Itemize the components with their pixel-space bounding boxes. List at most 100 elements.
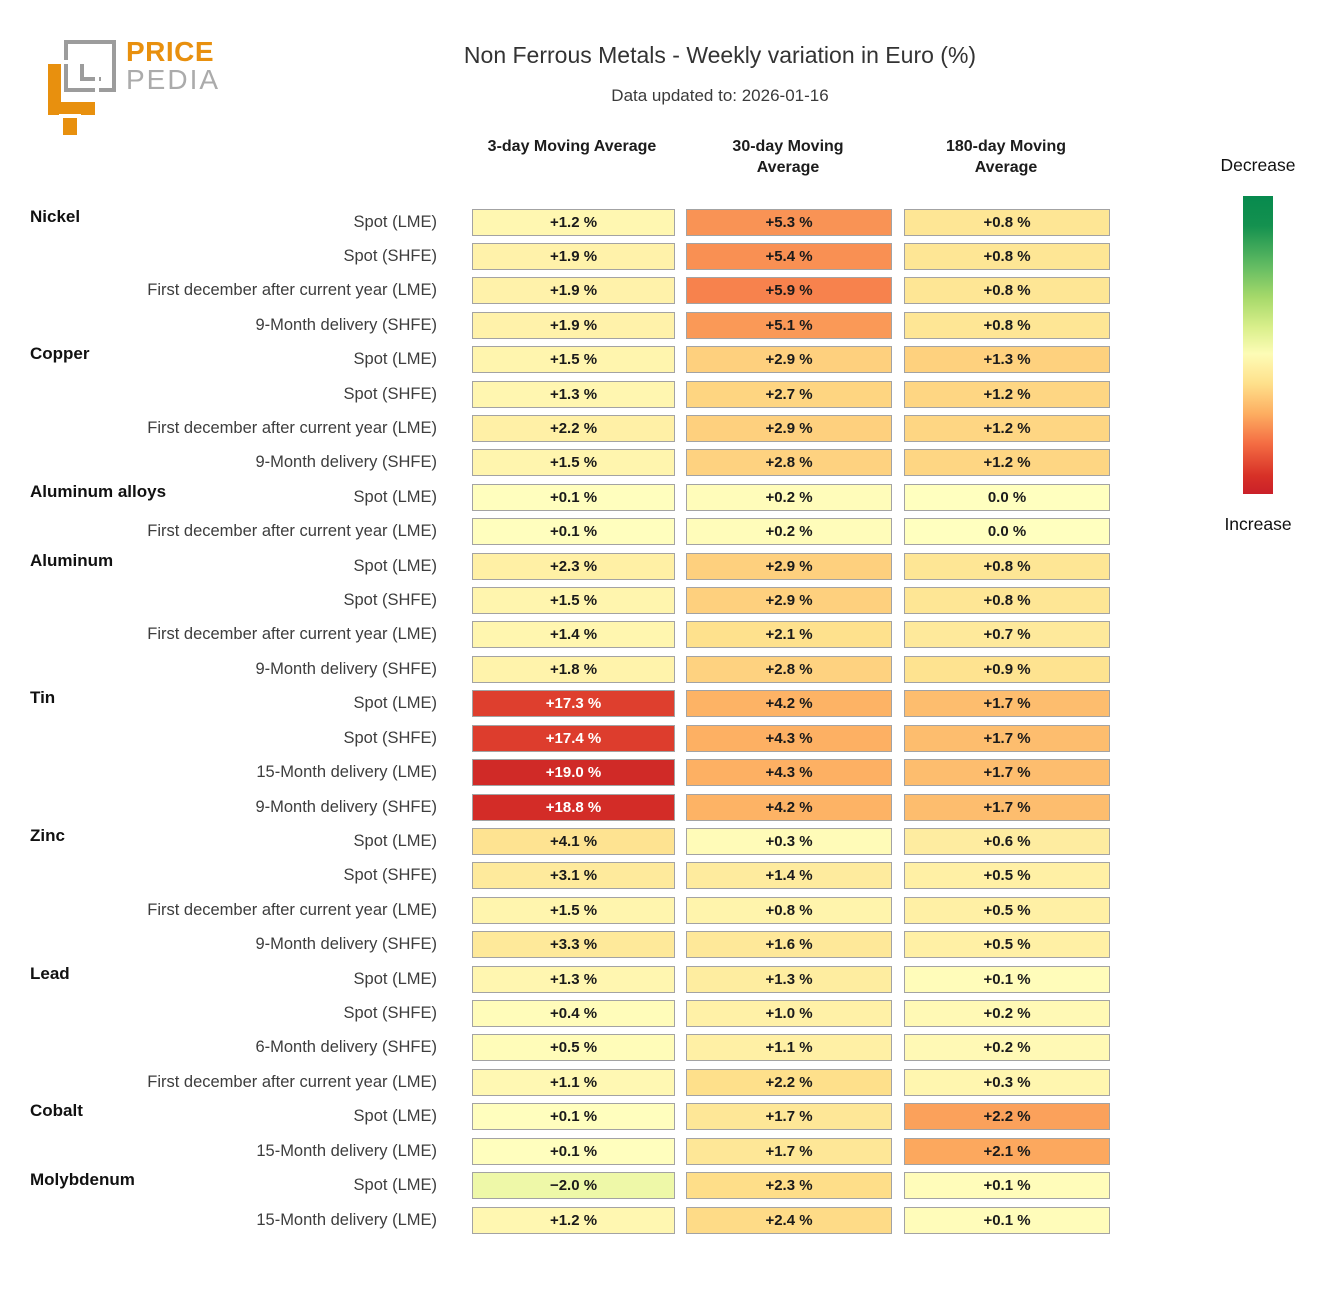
heatmap-cell: +0.1 % — [472, 1138, 675, 1165]
row-label: First december after current year (LME) — [147, 281, 437, 299]
row-label: Spot (SHFE) — [343, 247, 437, 265]
heatmap-cell: +17.3 % — [472, 690, 675, 717]
row-label: 6-Month delivery (SHFE) — [255, 1038, 437, 1056]
metal-group-label: Cobalt — [30, 1101, 83, 1120]
row-label: 9-Month delivery (SHFE) — [255, 935, 437, 953]
heatmap-cell: +0.2 % — [904, 1034, 1110, 1061]
logo-text: PRICE PEDIA — [126, 38, 220, 94]
heatmap-cell: −2.0 % — [472, 1172, 675, 1199]
column-header: 3-day Moving Average — [487, 138, 657, 155]
heatmap-cell: +3.3 % — [472, 931, 675, 958]
row-label: Spot (SHFE) — [343, 1004, 437, 1022]
heatmap-cell: +1.2 % — [472, 209, 675, 236]
heatmap-cell: +1.2 % — [904, 381, 1110, 408]
row-label: Spot (SHFE) — [343, 866, 437, 884]
heatmap-cell: +5.4 % — [686, 243, 892, 270]
row-label: 9-Month delivery (SHFE) — [255, 798, 437, 816]
heatmap-cell: +2.3 % — [686, 1172, 892, 1199]
logo-orange-tab-icon — [63, 118, 77, 135]
heatmap-cell: +4.3 % — [686, 725, 892, 752]
heatmap-cell: +2.9 % — [686, 415, 892, 442]
heatmap-cell: +2.9 % — [686, 553, 892, 580]
heatmap-cell: +1.7 % — [904, 690, 1110, 717]
heatmap-cell: +0.8 % — [904, 243, 1110, 270]
heatmap-cell: +0.5 % — [904, 897, 1110, 924]
heatmap-cell: +0.4 % — [472, 1000, 675, 1027]
heatmap-cell: +2.8 % — [686, 449, 892, 476]
heatmap-cell: +1.5 % — [472, 449, 675, 476]
column-header: 30-day Moving Average — [732, 138, 844, 176]
heatmap-cell: +1.2 % — [904, 415, 1110, 442]
heatmap-cell: +0.5 % — [904, 862, 1110, 889]
heatmap-cell: +1.9 % — [472, 312, 675, 339]
heatmap-cell: +2.9 % — [686, 587, 892, 614]
heatmap-cell: +5.1 % — [686, 312, 892, 339]
heatmap-cell: +0.1 % — [472, 518, 675, 545]
heatmap-cell: 0.0 % — [904, 518, 1110, 545]
heatmap-cell: +0.2 % — [686, 484, 892, 511]
row-label: Spot (LME) — [353, 1107, 437, 1125]
heatmap-cell: +1.3 % — [472, 966, 675, 993]
heatmap-cell: +5.9 % — [686, 277, 892, 304]
heatmap-cell: +1.7 % — [904, 759, 1110, 786]
heatmap-cell: +1.5 % — [472, 346, 675, 373]
heatmap-cell: +0.5 % — [472, 1034, 675, 1061]
column-header: 180-day Moving Average — [945, 138, 1067, 176]
row-label: 15-Month delivery (LME) — [256, 1211, 437, 1229]
heatmap-cell: +2.9 % — [686, 346, 892, 373]
logo-square-icon — [64, 40, 116, 92]
heatmap-cell: +1.3 % — [472, 381, 675, 408]
heatmap-cell: +0.3 % — [904, 1069, 1110, 1096]
row-label: First december after current year (LME) — [147, 901, 437, 919]
heatmap-cell: +0.7 % — [904, 621, 1110, 648]
heatmap-cell: +0.6 % — [904, 828, 1110, 855]
row-label: Spot (LME) — [353, 557, 437, 575]
heatmap-cell: +0.1 % — [472, 484, 675, 511]
heatmap-cell: +4.2 % — [686, 794, 892, 821]
heatmap-cell: +2.3 % — [472, 553, 675, 580]
heatmap-cell: +4.2 % — [686, 690, 892, 717]
row-label: 9-Month delivery (SHFE) — [255, 316, 437, 334]
row-label: Spot (LME) — [353, 1176, 437, 1194]
heatmap-cell: +2.2 % — [472, 415, 675, 442]
row-label: Spot (SHFE) — [343, 385, 437, 403]
heatmap-cell: +0.8 % — [904, 277, 1110, 304]
row-label: Spot (LME) — [353, 213, 437, 231]
heatmap-cell: +1.7 % — [686, 1138, 892, 1165]
logo-orange-corner-icon — [48, 64, 95, 115]
row-label: First december after current year (LME) — [147, 1073, 437, 1091]
row-label: 15-Month delivery (LME) — [256, 1142, 437, 1160]
legend-colorbar-icon — [1243, 196, 1273, 494]
row-label: Spot (LME) — [353, 832, 437, 850]
heatmap-cell: +1.7 % — [904, 794, 1110, 821]
row-label: Spot (LME) — [353, 970, 437, 988]
metal-group-label: Nickel — [30, 207, 81, 226]
metal-group-label: Aluminum alloys — [30, 482, 167, 501]
heatmap-cell: +2.2 % — [904, 1103, 1110, 1130]
heatmap-cell: +1.1 % — [686, 1034, 892, 1061]
heatmap-cell: +0.8 % — [904, 209, 1110, 236]
heatmap-cell: +0.2 % — [686, 518, 892, 545]
heatmap-cell: +0.5 % — [904, 931, 1110, 958]
heatmap-cell: +2.1 % — [904, 1138, 1110, 1165]
heatmap-cell: +0.8 % — [904, 312, 1110, 339]
heatmap-cell: +0.9 % — [904, 656, 1110, 683]
heatmap-cell: +18.8 % — [472, 794, 675, 821]
heatmap-cell: +0.1 % — [904, 966, 1110, 993]
heatmap-cell: +1.8 % — [472, 656, 675, 683]
heatmap-cell: +0.3 % — [686, 828, 892, 855]
row-label: Spot (LME) — [353, 694, 437, 712]
heatmap-cell: +1.7 % — [686, 1103, 892, 1130]
heatmap-cell: +1.9 % — [472, 277, 675, 304]
row-label: 9-Month delivery (SHFE) — [255, 453, 437, 471]
row-label: First december after current year (LME) — [147, 625, 437, 643]
heatmap-cell: +2.7 % — [686, 381, 892, 408]
heatmap-cell: +0.1 % — [904, 1172, 1110, 1199]
heatmap-cell: +1.5 % — [472, 897, 675, 924]
heatmap-cell: +1.2 % — [904, 449, 1110, 476]
heatmap-cell: +1.2 % — [472, 1207, 675, 1234]
heatmap-cell: +1.6 % — [686, 931, 892, 958]
heatmap-cell: +1.3 % — [904, 346, 1110, 373]
heatmap-cell: +0.8 % — [686, 897, 892, 924]
heatmap-cell: +4.3 % — [686, 759, 892, 786]
